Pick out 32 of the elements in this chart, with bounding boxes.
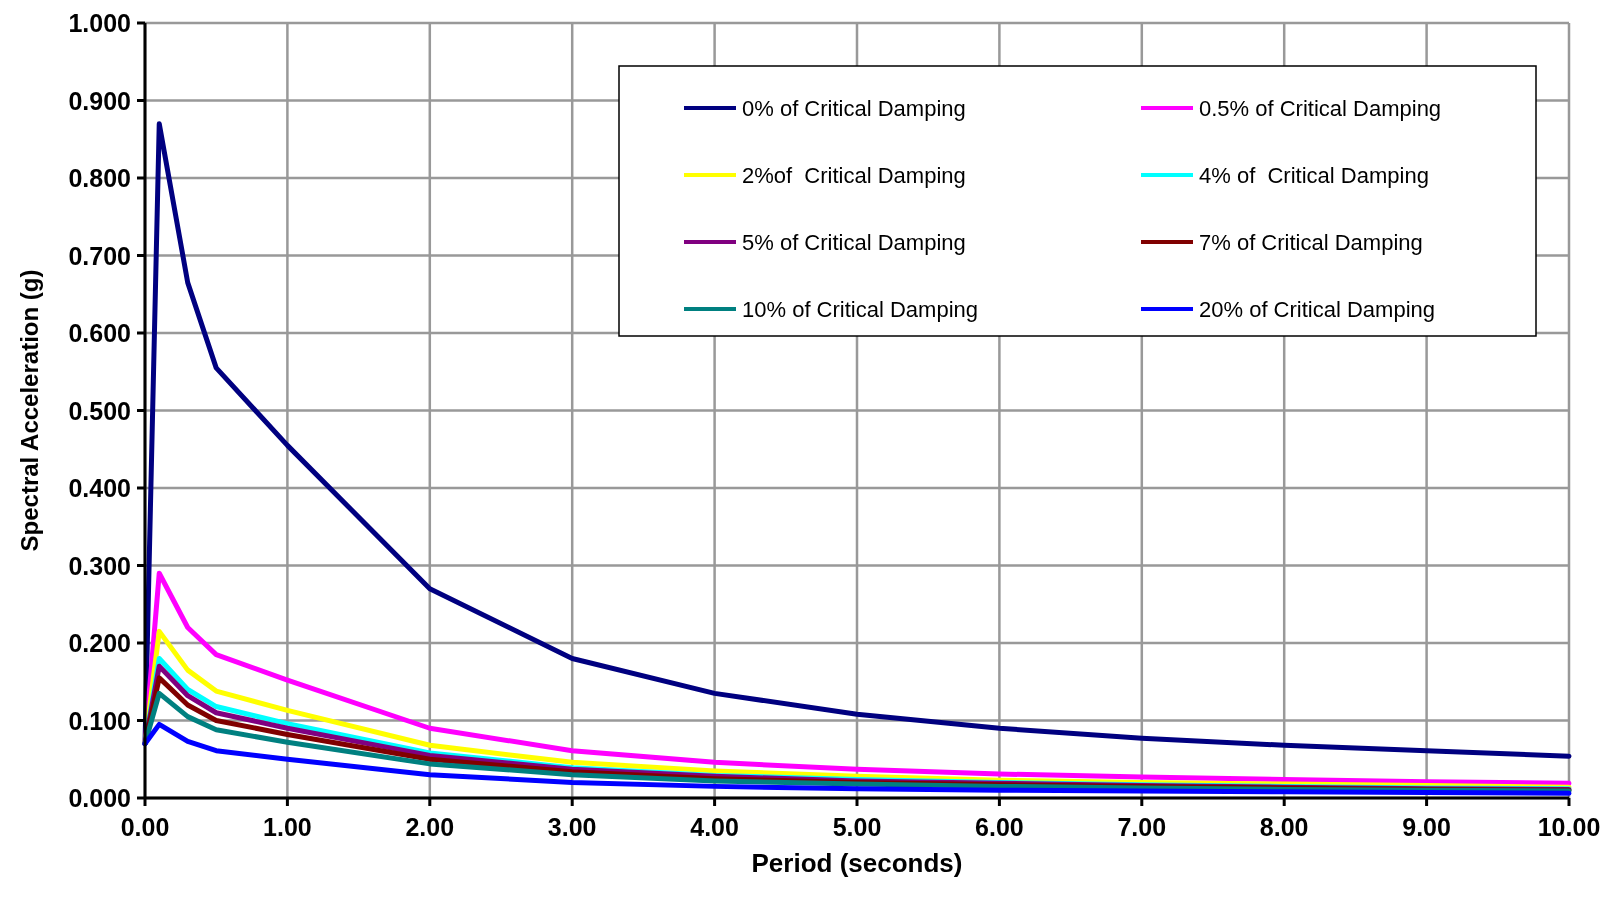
legend-label: 20% of Critical Damping: [1199, 297, 1435, 322]
x-tick-label: 6.00: [975, 813, 1024, 841]
y-tick-label: 0.000: [68, 784, 131, 812]
legend-label: 2%of Critical Damping: [742, 163, 966, 188]
x-tick-label: 3.00: [547, 813, 597, 841]
y-tick-label: 0.900: [68, 86, 131, 115]
x-axis-title: Period (seconds): [751, 848, 963, 878]
x-tick-label: 2.00: [405, 813, 455, 841]
legend-label: 10% of Critical Damping: [742, 297, 978, 322]
x-tick-label: 0.00: [120, 813, 170, 841]
legend-label: 5% of Critical Damping: [742, 230, 966, 255]
y-tick-label: 0.800: [68, 164, 131, 192]
y-tick-label: 0.100: [68, 706, 131, 735]
legend-label: 0.5% of Critical Damping: [1199, 96, 1442, 121]
legend-label: 4% of Critical Damping: [1199, 163, 1429, 188]
legend-label: 7% of Critical Damping: [1199, 230, 1423, 255]
y-axis-title: Spectral Acceleration (g): [16, 269, 43, 552]
y-tick-label: 0.600: [68, 319, 131, 347]
y-tick-label: 0.500: [68, 396, 131, 425]
x-tick-label: 9.00: [1402, 813, 1451, 841]
x-tick-label: 10.00: [1537, 813, 1601, 841]
y-tick-label: 0.300: [68, 551, 131, 580]
x-tick-label: 7.00: [1117, 813, 1167, 841]
x-tick-label: 5.00: [832, 813, 882, 841]
x-tick-label: 1.00: [263, 813, 312, 841]
x-tick-label: 4.00: [690, 813, 739, 841]
x-tick-label: 8.00: [1259, 813, 1309, 841]
y-tick-label: 1.000: [68, 9, 131, 37]
y-tick-label: 0.200: [68, 629, 131, 657]
legend-label: 0% of Critical Damping: [742, 96, 966, 121]
y-tick-label: 0.700: [68, 241, 131, 270]
y-tick-label: 0.400: [68, 474, 131, 502]
